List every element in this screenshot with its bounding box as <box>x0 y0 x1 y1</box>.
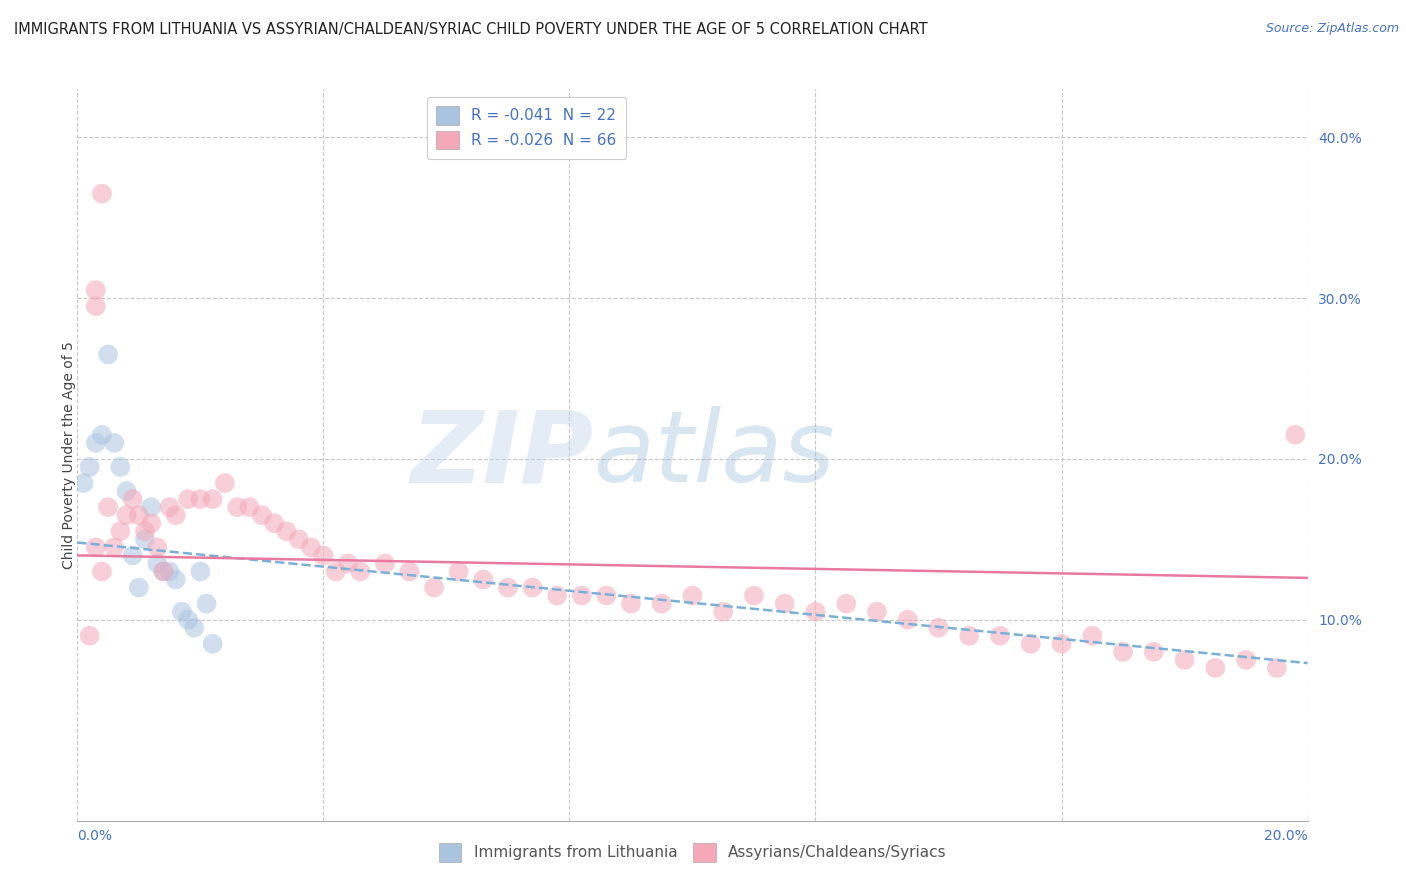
Point <box>165 508 187 523</box>
Point <box>571 589 593 603</box>
Point <box>146 557 169 571</box>
Point <box>214 476 236 491</box>
Point <box>84 299 107 313</box>
Point <box>866 605 889 619</box>
Point <box>651 597 673 611</box>
Point <box>312 549 335 563</box>
Point <box>97 500 120 515</box>
Point <box>121 492 143 507</box>
Point <box>159 565 181 579</box>
Point <box>804 605 827 619</box>
Text: 0.0%: 0.0% <box>77 829 112 843</box>
Point <box>177 492 200 507</box>
Point <box>595 589 617 603</box>
Point <box>115 508 138 523</box>
Point <box>423 581 446 595</box>
Point <box>115 484 138 499</box>
Point <box>84 283 107 297</box>
Point <box>110 524 132 539</box>
Point <box>447 565 470 579</box>
Point <box>226 500 249 515</box>
Point <box>79 460 101 475</box>
Point <box>1019 637 1042 651</box>
Point <box>128 581 150 595</box>
Point <box>773 597 796 611</box>
Point <box>496 581 519 595</box>
Point <box>195 597 218 611</box>
Text: Source: ZipAtlas.com: Source: ZipAtlas.com <box>1265 22 1399 36</box>
Point <box>1143 645 1166 659</box>
Point <box>546 589 568 603</box>
Point <box>263 516 285 531</box>
Point <box>835 597 858 611</box>
Point <box>1234 653 1257 667</box>
Legend: Immigrants from Lithuania, Assyrians/Chaldeans/Syriacs: Immigrants from Lithuania, Assyrians/Cha… <box>433 837 952 868</box>
Point <box>97 347 120 361</box>
Point <box>337 557 360 571</box>
Text: IMMIGRANTS FROM LITHUANIA VS ASSYRIAN/CHALDEAN/SYRIAC CHILD POVERTY UNDER THE AG: IMMIGRANTS FROM LITHUANIA VS ASSYRIAN/CH… <box>14 22 928 37</box>
Point <box>897 613 920 627</box>
Text: 20.0%: 20.0% <box>1264 829 1308 843</box>
Point <box>1265 661 1288 675</box>
Point <box>103 541 125 555</box>
Point <box>299 541 322 555</box>
Point <box>141 516 163 531</box>
Point <box>472 573 495 587</box>
Point <box>742 589 765 603</box>
Point <box>349 565 371 579</box>
Point <box>711 605 734 619</box>
Point <box>1204 661 1226 675</box>
Point <box>90 427 114 442</box>
Point <box>201 637 224 651</box>
Point <box>1112 645 1135 659</box>
Y-axis label: Child Poverty Under the Age of 5: Child Poverty Under the Age of 5 <box>62 341 76 569</box>
Point <box>620 597 643 611</box>
Point <box>152 565 174 579</box>
Point <box>276 524 298 539</box>
Point <box>682 589 704 603</box>
Point <box>134 524 156 539</box>
Point <box>398 565 420 579</box>
Point <box>957 629 980 643</box>
Point <box>90 565 114 579</box>
Point <box>201 492 224 507</box>
Point <box>250 508 273 523</box>
Point <box>170 605 193 619</box>
Point <box>177 613 200 627</box>
Point <box>928 621 950 635</box>
Point <box>188 565 212 579</box>
Point <box>84 435 107 450</box>
Point <box>72 476 94 491</box>
Point <box>1174 653 1197 667</box>
Point <box>141 500 163 515</box>
Text: atlas: atlas <box>595 407 835 503</box>
Point <box>84 541 107 555</box>
Point <box>522 581 544 595</box>
Point <box>188 492 212 507</box>
Point <box>988 629 1011 643</box>
Point <box>90 186 114 201</box>
Point <box>239 500 262 515</box>
Point <box>152 565 174 579</box>
Point <box>1284 427 1306 442</box>
Point <box>1050 637 1073 651</box>
Point <box>128 508 150 523</box>
Point <box>103 435 125 450</box>
Point <box>374 557 396 571</box>
Point <box>325 565 347 579</box>
Point <box>1081 629 1104 643</box>
Text: ZIP: ZIP <box>411 407 595 503</box>
Point <box>183 621 205 635</box>
Point <box>165 573 187 587</box>
Point <box>146 541 169 555</box>
Point <box>134 533 156 547</box>
Point <box>121 549 143 563</box>
Point <box>288 533 311 547</box>
Point <box>110 460 132 475</box>
Point <box>79 629 101 643</box>
Point <box>159 500 181 515</box>
